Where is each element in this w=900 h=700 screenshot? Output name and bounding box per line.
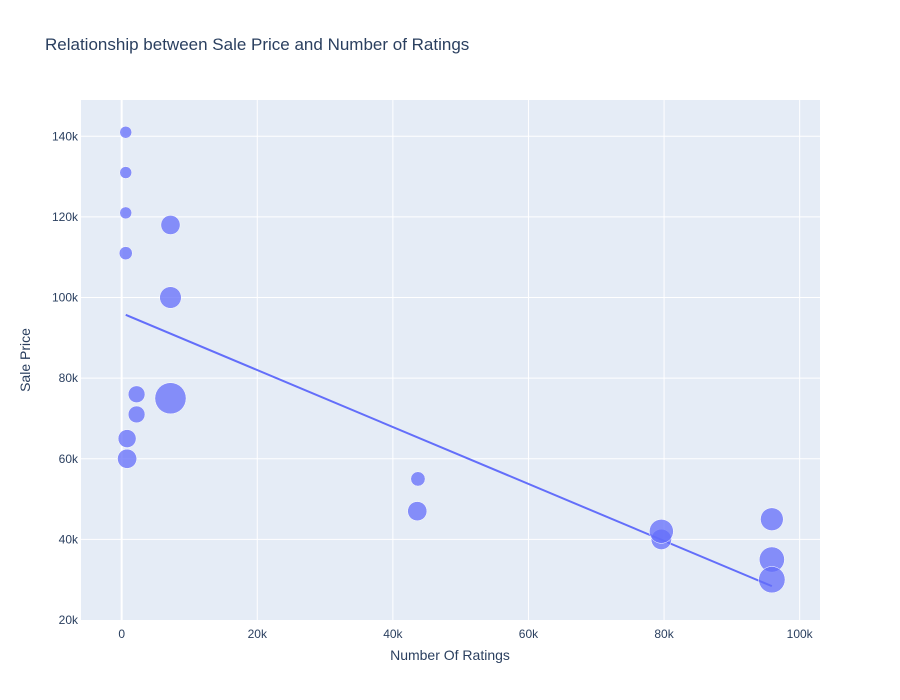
y-tick-label: 140k — [52, 129, 79, 143]
data-point[interactable] — [410, 471, 426, 487]
y-tick-label: 120k — [52, 210, 79, 224]
data-point[interactable] — [119, 166, 132, 179]
data-point[interactable] — [127, 385, 146, 403]
y-tick-label: 100k — [52, 291, 79, 305]
x-tick-label: 0 — [118, 627, 125, 641]
y-tick-label: 20k — [59, 613, 79, 627]
x-axis-title: Number Of Ratings — [390, 647, 510, 663]
x-tick-label: 80k — [654, 627, 674, 641]
y-axis-ticks: 20k 40k 60k 80k 100k 120k 140k — [52, 129, 79, 627]
data-point[interactable] — [118, 246, 133, 261]
data-point[interactable] — [159, 286, 182, 309]
y-tick-label: 80k — [59, 371, 79, 385]
x-tick-label: 40k — [383, 627, 403, 641]
gridlines — [81, 100, 820, 620]
points-layer — [117, 125, 786, 594]
plot-area — [81, 100, 820, 620]
data-point[interactable] — [154, 382, 187, 415]
x-tick-label: 20k — [248, 627, 268, 641]
data-point[interactable] — [119, 206, 132, 220]
x-tick-label: 60k — [519, 627, 539, 641]
chart-title: Relationship between Sale Price and Numb… — [45, 35, 469, 54]
y-tick-label: 60k — [59, 452, 79, 466]
y-tick-label: 40k — [59, 532, 79, 546]
data-point[interactable] — [160, 215, 181, 235]
data-point[interactable] — [117, 448, 137, 469]
data-point[interactable] — [407, 501, 428, 522]
data-point[interactable] — [117, 429, 137, 448]
data-point[interactable] — [119, 125, 132, 139]
data-point[interactable] — [127, 405, 146, 424]
x-axis-ticks: 0 20k 40k 60k 80k 100k — [118, 627, 813, 641]
x-tick-label: 100k — [787, 627, 814, 641]
data-point[interactable] — [760, 507, 784, 531]
data-point[interactable] — [758, 566, 786, 594]
y-axis-title: Sale Price — [17, 328, 33, 392]
data-point[interactable] — [649, 519, 674, 544]
